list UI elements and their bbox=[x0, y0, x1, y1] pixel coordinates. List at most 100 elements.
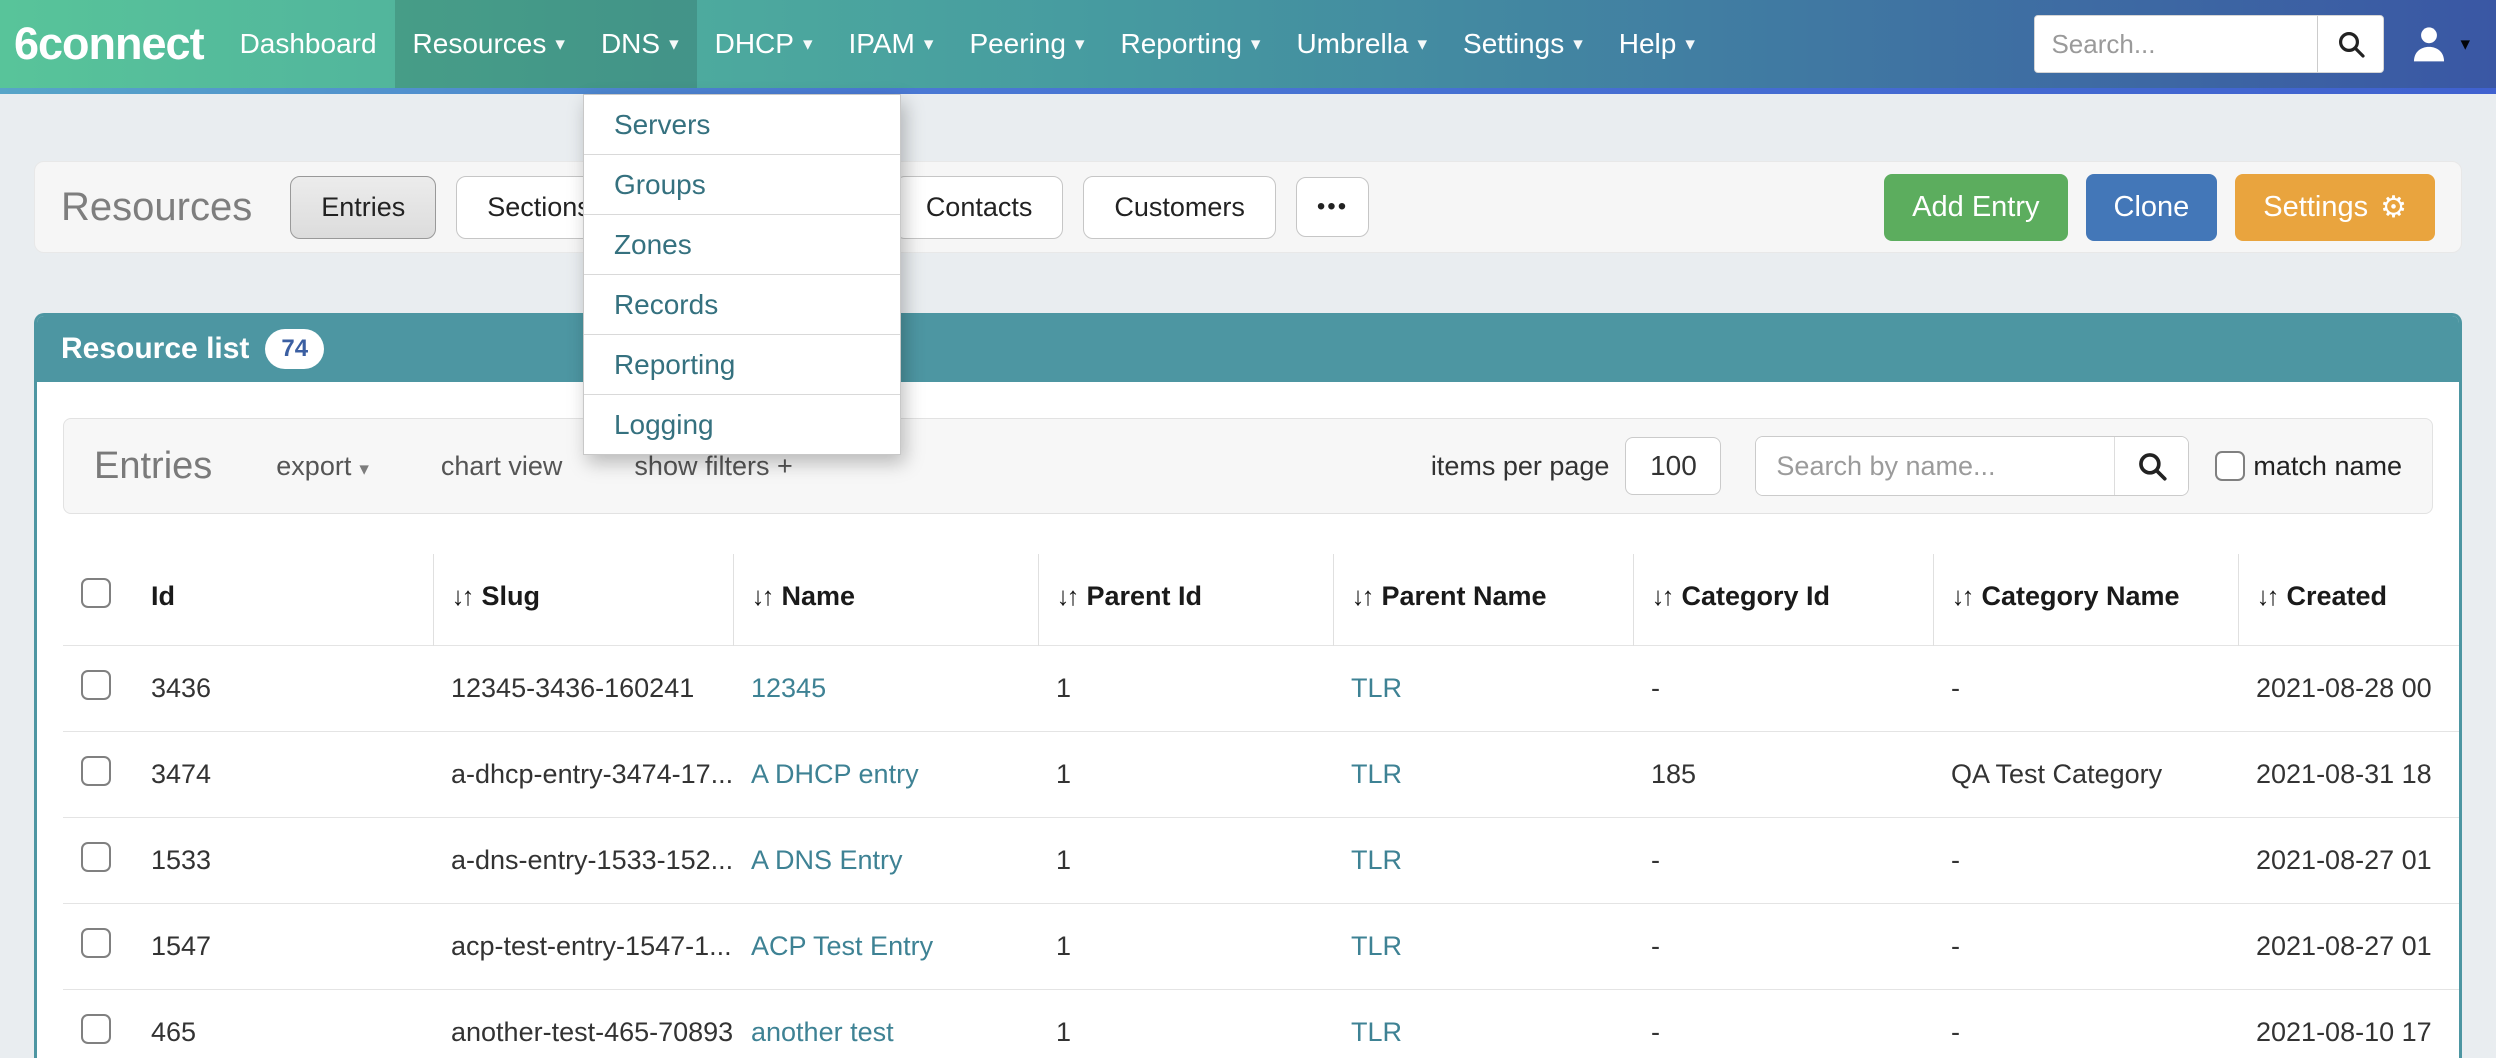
row-checkbox[interactable] bbox=[81, 842, 111, 872]
add-entry-button[interactable]: Add Entry bbox=[1884, 174, 2067, 241]
column-header-category-id[interactable]: ↓↑Category Id bbox=[1633, 554, 1933, 646]
entry-link[interactable]: A DNS Entry bbox=[751, 845, 903, 875]
cell-name: 12345 bbox=[733, 646, 1038, 732]
global-search-input[interactable] bbox=[2035, 16, 2317, 72]
chevron-down-icon: ▾ bbox=[1251, 33, 1261, 56]
cell-category-name: - bbox=[1933, 818, 2238, 904]
parent-link[interactable]: TLR bbox=[1351, 1017, 1402, 1047]
chart-view-link[interactable]: chart view bbox=[441, 451, 563, 482]
entry-link[interactable]: 12345 bbox=[751, 673, 826, 703]
table-row: 1533 a-dns-entry-1533-152... A DNS Entry… bbox=[63, 818, 2459, 904]
entries-title: Entries bbox=[94, 445, 212, 488]
cell-id: 3474 bbox=[133, 732, 433, 818]
nav-item-umbrella[interactable]: Umbrella▾ bbox=[1278, 0, 1445, 88]
search-by-name-input[interactable] bbox=[1756, 437, 2114, 495]
chevron-down-icon: ▾ bbox=[924, 33, 934, 56]
dns-dropdown-menu: Servers Groups Zones Records Reporting L… bbox=[583, 94, 901, 455]
panel-title: Resource list bbox=[61, 332, 249, 366]
tab-customers[interactable]: Customers bbox=[1083, 176, 1276, 239]
nav-item-settings[interactable]: Settings▾ bbox=[1445, 0, 1601, 88]
dns-menu-item-records[interactable]: Records bbox=[584, 274, 900, 334]
dns-menu-item-zones[interactable]: Zones bbox=[584, 214, 900, 274]
show-filters-link[interactable]: show filters + bbox=[634, 451, 792, 482]
entry-link[interactable]: A DHCP entry bbox=[751, 759, 919, 789]
select-all-checkbox[interactable] bbox=[81, 578, 111, 608]
nav-item-ipam[interactable]: IPAM▾ bbox=[831, 0, 952, 88]
parent-link[interactable]: TLR bbox=[1351, 673, 1402, 703]
sort-icon: ↓↑ bbox=[452, 581, 472, 611]
nav-item-dhcp[interactable]: DHCP▾ bbox=[697, 0, 831, 88]
dns-menu-item-groups[interactable]: Groups bbox=[584, 154, 900, 214]
column-header-created[interactable]: ↓↑Created bbox=[2238, 554, 2459, 646]
nav-item-resources[interactable]: Resources▾ bbox=[395, 0, 583, 88]
table-row: 3474 a-dhcp-entry-3474-17... A DHCP entr… bbox=[63, 732, 2459, 818]
nav-item-reporting[interactable]: Reporting▾ bbox=[1103, 0, 1279, 88]
dns-menu-item-logging[interactable]: Logging bbox=[584, 394, 900, 454]
cell-category-id: - bbox=[1633, 818, 1933, 904]
table-header-row: Id ↓↑Slug ↓↑Name ↓↑Parent Id ↓↑Parent Na… bbox=[63, 554, 2459, 646]
cell-created: 2021-08-27 01 bbox=[2238, 904, 2459, 990]
match-name-checkbox[interactable] bbox=[2215, 451, 2245, 481]
search-by-name-button[interactable] bbox=[2114, 437, 2188, 495]
items-per-page-input[interactable] bbox=[1625, 437, 1721, 495]
row-checkbox[interactable] bbox=[81, 928, 111, 958]
resource-list-body: Entries export▾ chart view show filters … bbox=[37, 382, 2459, 1058]
chevron-down-icon: ▾ bbox=[555, 33, 565, 56]
cell-parent-name: TLR bbox=[1333, 990, 1633, 1058]
cell-category-id: - bbox=[1633, 646, 1933, 732]
nav-item-dashboard[interactable]: Dashboard bbox=[222, 0, 395, 88]
cell-category-name: QA Test Category bbox=[1933, 732, 2238, 818]
row-checkbox[interactable] bbox=[81, 1014, 111, 1044]
column-header-parent-id[interactable]: ↓↑Parent Id bbox=[1038, 554, 1333, 646]
entry-link[interactable]: another test bbox=[751, 1017, 894, 1047]
cell-category-id: 185 bbox=[1633, 732, 1933, 818]
entry-link[interactable]: ACP Test Entry bbox=[751, 931, 933, 961]
cell-created: 2021-08-31 18 bbox=[2238, 732, 2459, 818]
match-name-control: match name bbox=[2215, 451, 2402, 482]
main-nav: Dashboard Resources▾ DNS▾ Servers Groups… bbox=[222, 0, 1713, 88]
column-header-category-name[interactable]: ↓↑Category Name bbox=[1933, 554, 2238, 646]
name-search-group bbox=[1755, 436, 2189, 496]
chevron-down-icon: ▾ bbox=[359, 459, 369, 480]
sort-icon: ↓↑ bbox=[2257, 581, 2277, 611]
cell-slug: another-test-465-70893 bbox=[433, 990, 733, 1058]
settings-button[interactable]: Settings ⚙ bbox=[2235, 174, 2435, 241]
dns-menu-item-reporting[interactable]: Reporting bbox=[584, 334, 900, 394]
match-name-label: match name bbox=[2253, 451, 2402, 482]
cell-name: A DHCP entry bbox=[733, 732, 1038, 818]
parent-link[interactable]: TLR bbox=[1351, 759, 1402, 789]
column-header-name[interactable]: ↓↑Name bbox=[733, 554, 1038, 646]
cell-slug: 12345-3436-160241 bbox=[433, 646, 733, 732]
parent-link[interactable]: TLR bbox=[1351, 931, 1402, 961]
tab-contacts[interactable]: Contacts bbox=[895, 176, 1064, 239]
row-checkbox[interactable] bbox=[81, 670, 111, 700]
sort-icon: ↓↑ bbox=[1652, 581, 1672, 611]
top-navbar: 6connect Dashboard Resources▾ DNS▾ Serve… bbox=[0, 0, 2496, 88]
cell-parent-name: TLR bbox=[1333, 818, 1633, 904]
items-per-page-label: items per page bbox=[1431, 451, 1610, 482]
parent-link[interactable]: TLR bbox=[1351, 845, 1402, 875]
table-row: 1547 acp-test-entry-1547-1... ACP Test E… bbox=[63, 904, 2459, 990]
column-header-slug[interactable]: ↓↑Slug bbox=[433, 554, 733, 646]
cell-created: 2021-08-28 00 bbox=[2238, 646, 2459, 732]
cell-parent-name: TLR bbox=[1333, 904, 1633, 990]
clone-button[interactable]: Clone bbox=[2086, 174, 2218, 241]
nav-item-dns[interactable]: DNS▾ Servers Groups Zones Records Report… bbox=[583, 0, 697, 88]
cell-category-id: - bbox=[1633, 990, 1933, 1058]
nav-item-help[interactable]: Help▾ bbox=[1601, 0, 1713, 88]
tab-entries[interactable]: Entries bbox=[290, 176, 436, 239]
sort-icon: ↓↑ bbox=[1057, 581, 1077, 611]
more-tabs-button[interactable]: ••• bbox=[1296, 177, 1369, 237]
nav-item-peering[interactable]: Peering▾ bbox=[951, 0, 1102, 88]
user-menu[interactable]: ▾ bbox=[2410, 22, 2470, 66]
row-checkbox[interactable] bbox=[81, 756, 111, 786]
column-header-parent-name[interactable]: ↓↑Parent Name bbox=[1333, 554, 1633, 646]
action-buttons: Add Entry Clone Settings ⚙ bbox=[1866, 174, 2435, 241]
dns-menu-item-servers[interactable]: Servers bbox=[584, 95, 900, 154]
sort-icon: ↓↑ bbox=[1952, 581, 1972, 611]
export-dropdown[interactable]: export▾ bbox=[276, 451, 369, 482]
resources-header-bar: Resources Entries Sections Contacts Cust… bbox=[34, 161, 2462, 253]
page-title: Resources bbox=[61, 185, 252, 230]
global-search-button[interactable] bbox=[2317, 16, 2383, 72]
cell-created: 2021-08-27 01 bbox=[2238, 818, 2459, 904]
